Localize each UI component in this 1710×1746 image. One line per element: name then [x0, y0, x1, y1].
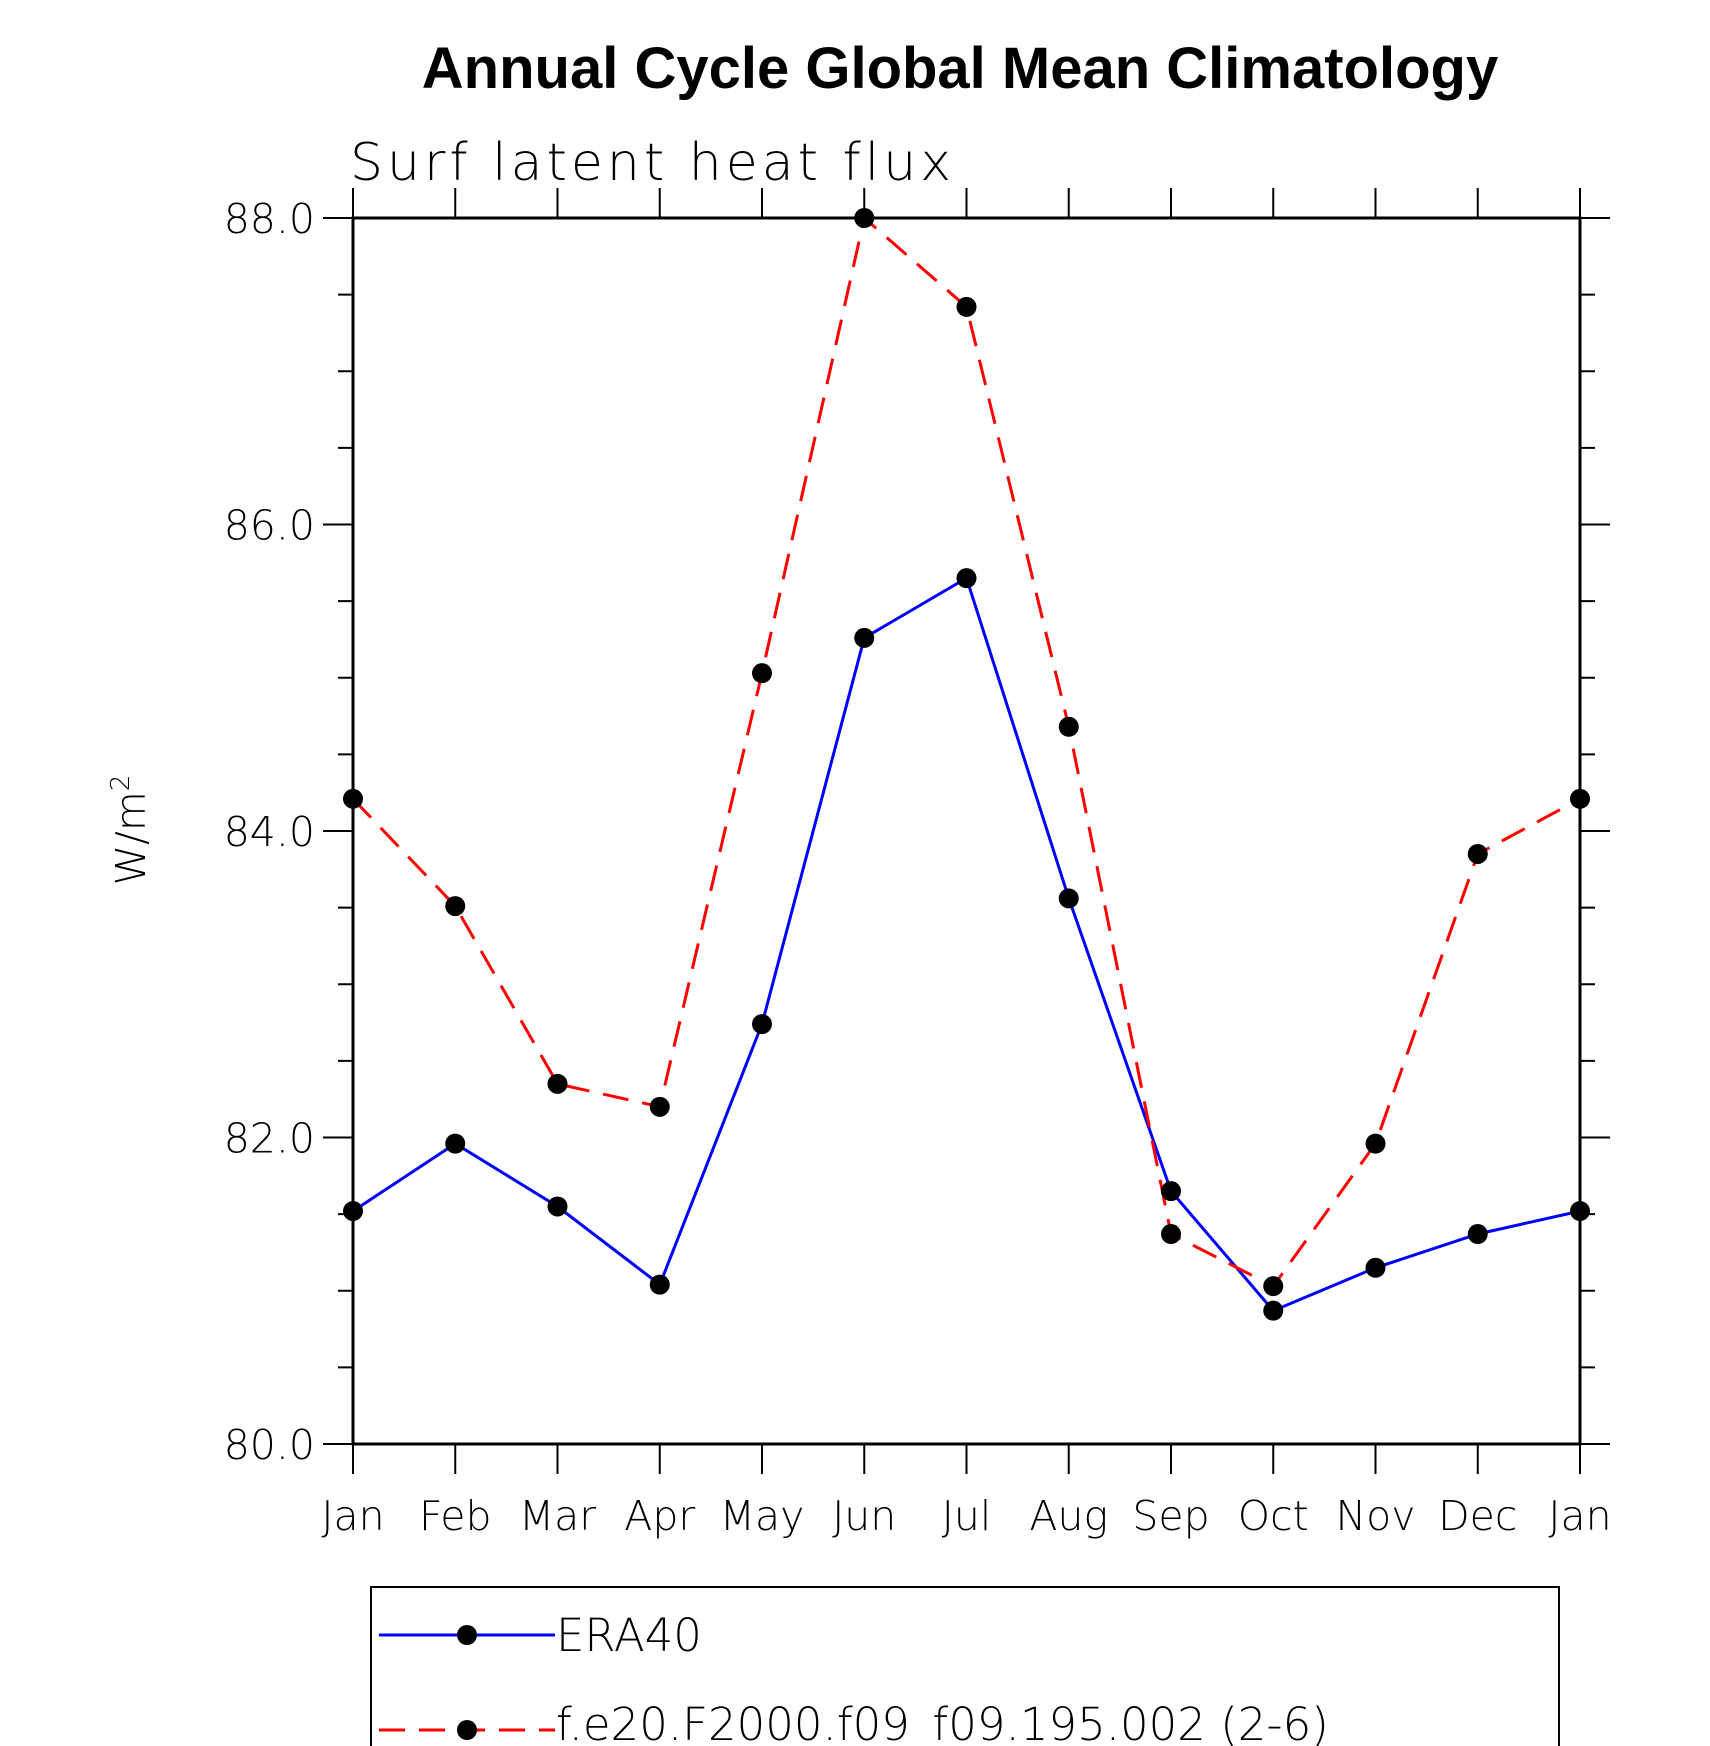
y-tick-labels: 80.0 82.0 84.0 86.0 88.0 — [224, 195, 315, 1469]
y-axis-label: W/m2 — [106, 775, 155, 886]
legend-box — [370, 1586, 1560, 1746]
x-tick-label: Dec — [1438, 1492, 1517, 1540]
series-1-point — [649, 1096, 670, 1117]
series-1-point — [1365, 1133, 1386, 1154]
x-tick-label: Sep — [1132, 1492, 1209, 1540]
series-0-point — [1058, 888, 1079, 909]
x-tick-label: Oct — [1238, 1492, 1309, 1540]
series-0-point — [1467, 1224, 1488, 1245]
legend-label-era40: ERA40 — [556, 1609, 702, 1662]
series-1-point — [1467, 843, 1488, 864]
y-tick-label: 80.0 — [224, 1421, 315, 1469]
series-1-point — [1263, 1276, 1284, 1297]
x-tick-label: Jan — [321, 1492, 384, 1540]
x-tick-label: Mar — [519, 1492, 596, 1540]
legend-marker-era40 — [457, 1625, 477, 1645]
plot-frame — [351, 216, 1582, 1446]
series-0-point — [1161, 1181, 1181, 1202]
x-tick-labels: Jan Feb Mar Apr May Jun Jul Aug Sep Oct Nov Dec Jan — [321, 1492, 1611, 1540]
chart-subtitle: Surf latent heat flux — [350, 133, 955, 193]
axis-ticks — [323, 188, 1610, 1474]
series-line-1 — [351, 215, 1581, 1289]
y-tick-label: 88.0 — [224, 195, 315, 243]
x-tick-label: Jul — [942, 1492, 991, 1540]
series-0-point — [854, 627, 875, 648]
series-0-point — [445, 1133, 466, 1154]
series-0-point — [1263, 1300, 1284, 1321]
series-1-point — [1058, 716, 1079, 737]
x-tick-label: Jan — [1548, 1492, 1611, 1540]
x-tick-label: Jun — [832, 1492, 896, 1540]
series-1-point — [547, 1073, 568, 1094]
x-tick-label: Aug — [1029, 1492, 1108, 1540]
series-0-point — [956, 568, 977, 589]
series-0-point — [1365, 1257, 1386, 1278]
x-tick-label: May — [720, 1492, 805, 1540]
x-tick-label: Nov — [1335, 1492, 1415, 1540]
x-tick-label: Apr — [624, 1492, 695, 1540]
series-0-point — [752, 1014, 772, 1035]
series-1-point — [956, 296, 977, 317]
chart-title: Annual Cycle Global Mean Climatology — [422, 36, 1498, 101]
series-1-point — [752, 663, 772, 684]
series-line-0 — [352, 575, 1581, 1313]
y-axis-label-base: W/m — [107, 791, 155, 885]
legend-marker-model — [457, 1720, 477, 1740]
y-axis-label-superscript: 2 — [106, 775, 136, 792]
legend-label-model: f.e20.F2000.f09_f09.195.002 (2-6) — [556, 1698, 1329, 1746]
y-tick-label: 86.0 — [224, 502, 315, 550]
x-tick-label: Feb — [419, 1492, 492, 1540]
svg-text:W/m2: W/m2 — [106, 775, 155, 886]
series-0-point — [649, 1274, 670, 1295]
series-0-point — [547, 1196, 568, 1217]
y-tick-label: 82.0 — [224, 1115, 315, 1163]
legend: ERA40 f.e20.F2000.f09_f09.195.002 (2-6) — [370, 1586, 1560, 1746]
series-1-point — [1161, 1224, 1181, 1245]
series-group — [343, 208, 1590, 1321]
series-1-point — [445, 896, 466, 917]
y-tick-label: 84.0 — [224, 808, 315, 856]
